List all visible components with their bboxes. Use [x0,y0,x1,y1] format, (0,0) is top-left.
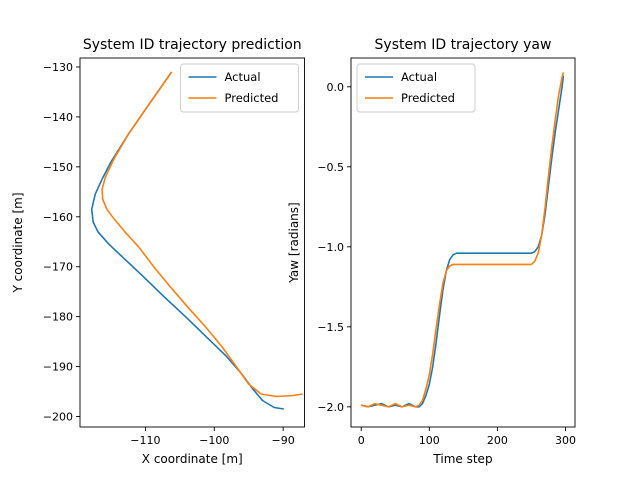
legend-label-predicted: Predicted [225,91,279,105]
x-tick-label: 200 [487,434,508,447]
y-tick-label: −140 [43,111,73,124]
x-axis-label: X coordinate [m] [142,452,243,466]
legend-label-actual: Actual [225,70,261,84]
legend-label-actual: Actual [401,70,437,84]
x-tick-label: 300 [555,434,576,447]
y-axis-label: Y coordinate [m] [11,192,25,293]
y-tick-label: −1.5 [317,321,344,334]
legend-box [356,63,476,113]
series-line-predicted [101,71,303,398]
series-line-predicted [361,72,565,408]
y-tick-label: −150 [43,161,73,174]
y-tick-label: −190 [43,361,73,374]
legend-box [180,63,299,113]
legend-label-predicted: Predicted [401,91,455,105]
x-tick-label: 100 [419,434,440,447]
x-tick-label: −110 [130,434,160,447]
y-tick-label: −1.0 [317,241,344,254]
y-tick-label: −200 [43,411,73,424]
y-tick-label: −0.5 [317,161,344,174]
y-tick-label: −170 [43,261,73,274]
trajectory-prediction-panel: −110 −100 −90 −200 −190 −180 −170 −160 −150 −140 −… [11,37,305,466]
chart-title: System ID trajectory prediction [83,37,302,53]
axes-frame [79,57,305,428]
y-axis-label: Yaw [radians] [287,202,301,283]
x-tick-label: −90 [272,434,295,447]
trajectory-yaw-panel: 0 100 200 300 −2.0 −1.5 −1.0 −0.5 0.0 System ID t… [287,37,576,466]
x-tick-label: −100 [199,434,229,447]
x-axis-label: Time step [432,452,492,466]
y-tick-label: −2.0 [317,401,344,414]
y-tick-label: −180 [43,311,73,324]
axes-frame [350,57,576,428]
y-tick-label: −160 [43,211,73,224]
chart-title: System ID trajectory yaw [375,37,552,53]
x-tick-label: 0 [358,434,365,447]
y-tick-label: −130 [43,61,73,74]
y-tick-label: 0.0 [327,81,345,94]
